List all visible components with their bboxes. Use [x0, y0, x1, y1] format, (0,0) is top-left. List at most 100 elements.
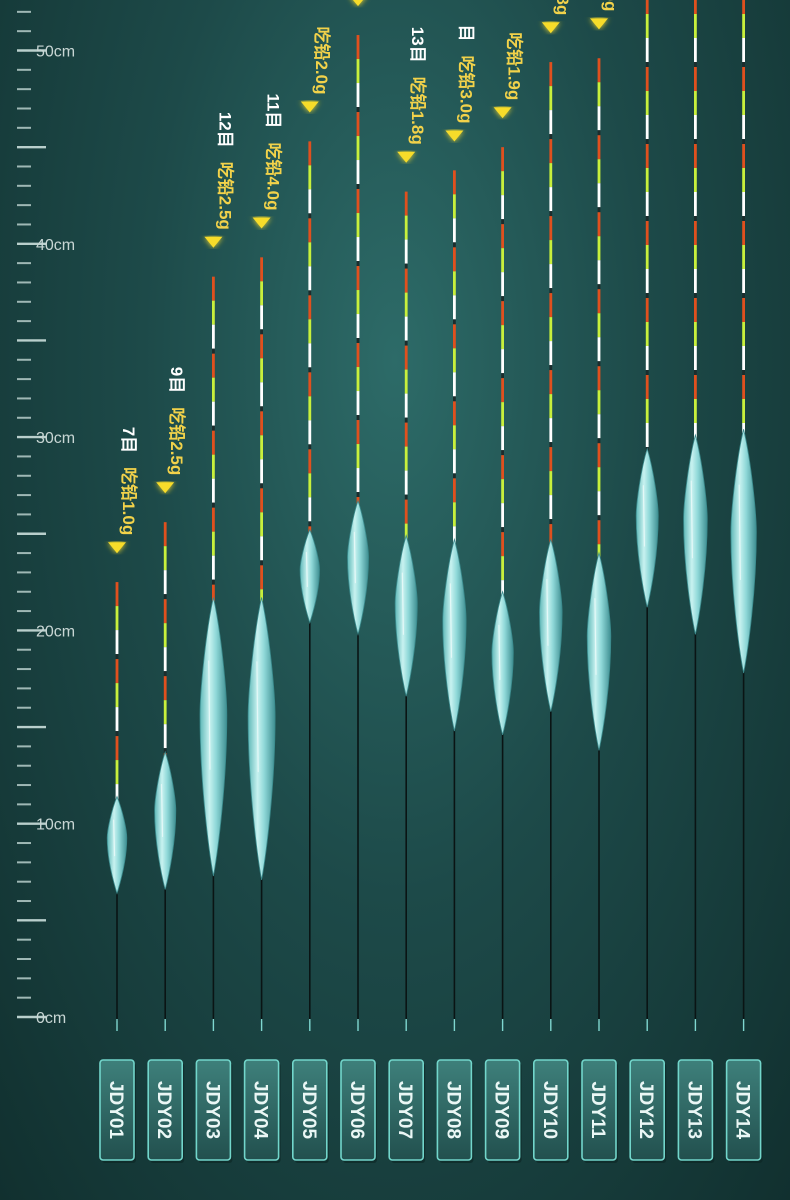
float-code-tag: JDY07	[388, 1059, 426, 1163]
float-code: JDY10	[539, 1081, 560, 1139]
float-spec: 目吃铅3.0g	[456, 24, 476, 123]
float-spec-text: 9目吃铅2.5g	[167, 367, 187, 476]
float-body	[683, 433, 708, 635]
float-jdy10: 8g JDY10	[532, 0, 572, 1163]
float-lead: 吃铅1.9g	[505, 32, 525, 100]
float-spec: 12目吃铅2.5g	[215, 112, 235, 230]
code-tag-box	[147, 1059, 183, 1161]
float-jdy03: 12目吃铅2.5g JDY03	[195, 112, 235, 1163]
float-body	[730, 429, 757, 674]
code-tag-box	[581, 1059, 617, 1161]
float-body-highlight	[305, 551, 308, 588]
ruler-label: 40cm	[36, 237, 75, 254]
float-body-highlight	[160, 783, 164, 837]
float-mesh: 11目	[264, 93, 283, 128]
float-body-highlight	[594, 598, 597, 675]
float-code-tag: JDY06	[340, 1059, 377, 1163]
float-lead: 吃铅1.0g	[119, 467, 139, 535]
float-body	[491, 590, 514, 736]
float-body-highlight	[642, 485, 646, 547]
float-body	[442, 537, 467, 732]
float-spec-text: 目吃铅3.0g	[456, 24, 476, 123]
float-list: 7目吃铅1.0gJDY019目吃铅2.5gJDY0212目吃铅2.5gJDY03…	[99, 0, 763, 1163]
code-tag-box	[243, 1059, 280, 1161]
float-body-highlight	[401, 572, 405, 635]
float-body	[199, 597, 228, 877]
float-code: JDY02	[153, 1081, 174, 1139]
float-body-highlight	[256, 661, 259, 773]
float-spec-text: 11目吃铅4.0g	[264, 93, 284, 210]
float-code-tag: JDY09	[484, 1059, 522, 1163]
float-spec: 8g	[553, 0, 572, 15]
float-code-tag: JDY04	[243, 1059, 281, 1163]
lead-marker-icon	[156, 482, 175, 494]
float-code-tag: JDY13	[677, 1059, 715, 1163]
code-tag-box	[195, 1059, 232, 1161]
float-code: JDY06	[346, 1081, 367, 1139]
float-lead: 吃铅2.5g	[167, 407, 187, 475]
float-body	[299, 528, 320, 625]
float-body	[586, 551, 612, 751]
float-spec-text: 吃铅1.9g	[505, 32, 525, 100]
float-spec: 7目吃铅1.0g	[119, 427, 139, 536]
code-tag-box	[99, 1059, 135, 1161]
lead-marker-icon	[300, 101, 319, 113]
float-spec-text: 吃铅2.0g	[312, 26, 332, 94]
float-mesh: 13目	[408, 27, 427, 63]
code-tag-box	[388, 1059, 425, 1161]
float-code-tag: JDY02	[147, 1059, 185, 1163]
code-tag-box	[532, 1059, 569, 1161]
float-jdy05: 吃铅2.0g JDY05	[291, 26, 332, 1163]
float-code-tag: JDY08	[436, 1059, 474, 1163]
code-tag-box	[484, 1059, 521, 1161]
float-body-highlight	[546, 578, 549, 646]
float-jdy02: 9目吃铅2.5g JDY02	[147, 367, 187, 1163]
float-body	[247, 597, 276, 880]
float-body-highlight	[690, 480, 694, 559]
float-code: JDY04	[250, 1081, 271, 1140]
float-code: JDY05	[298, 1081, 319, 1140]
float-spec: 13目吃铅1.8g	[408, 27, 428, 145]
float-mesh: 目	[456, 24, 475, 41]
code-tag-box	[725, 1059, 762, 1161]
float-lead: 吃铅3.0g	[456, 55, 476, 123]
float-body	[154, 750, 177, 890]
float-body	[394, 534, 418, 697]
code-tag-box	[677, 1059, 714, 1161]
float-spec: 9目吃铅2.5g	[167, 367, 187, 476]
ruler-label: 10cm	[36, 817, 75, 834]
float-spec-text: 0g	[601, 0, 620, 11]
lead-marker-icon	[493, 107, 512, 119]
float-mesh: 12目	[215, 112, 234, 148]
lead-marker-icon	[541, 22, 560, 34]
float-body-highlight	[353, 531, 356, 584]
float-body	[635, 447, 659, 608]
float-code-tag: JDY01	[99, 1059, 136, 1163]
float-lead: 吃铅2.5g	[215, 162, 235, 230]
float-code-tag: JDY10	[532, 1059, 570, 1163]
lead-marker-icon	[445, 130, 464, 142]
float-jdy14: JDY14	[725, 0, 763, 1163]
float-spec: 0g	[601, 0, 620, 11]
lead-marker-icon	[397, 151, 416, 163]
float-jdy12: JDY12	[629, 0, 667, 1163]
float-jdy08: 目吃铅3.0g JDY08	[436, 24, 476, 1163]
float-spec-text: 7目吃铅1.0g	[119, 427, 139, 536]
float-spec-text: 8g	[553, 0, 572, 15]
float-body	[106, 795, 128, 895]
float-body-highlight	[208, 660, 211, 770]
float-jdy06: JDY06	[340, 0, 377, 1163]
float-code-tag: JDY05	[291, 1059, 329, 1163]
ruler: 0cm 10cm 20cm 30cm 40cm 50cm	[17, 10, 75, 1027]
float-lead: 吃铅2.0g	[312, 26, 332, 94]
float-jdy01: 7目吃铅1.0g JDY01	[99, 427, 139, 1163]
float-spec: 11目吃铅4.0g	[264, 93, 284, 210]
float-jdy07: 13目吃铅1.8g JDY07	[388, 27, 428, 1163]
float-lead: 吃铅1.8g	[408, 77, 428, 145]
code-tag-box	[436, 1059, 473, 1161]
float-spec: 吃铅2.0g	[312, 26, 332, 94]
float-code-tag: JDY12	[629, 1059, 667, 1163]
float-code-tag: JDY14	[725, 1059, 763, 1163]
float-code: JDY01	[105, 1081, 126, 1140]
